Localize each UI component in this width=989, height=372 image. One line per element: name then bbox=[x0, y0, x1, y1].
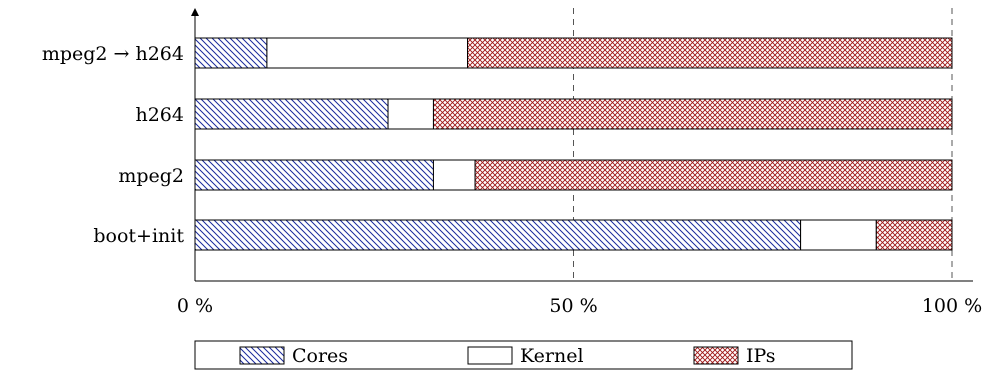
bar-segment-ips-h264 bbox=[432, 98, 953, 130]
legend-swatch-ips bbox=[693, 346, 739, 365]
bar-segment-ips-boot-init bbox=[875, 219, 953, 251]
bar-segment-ips-mpeg2 bbox=[474, 159, 953, 191]
category-label-boot-init: boot+init bbox=[93, 225, 184, 247]
category-label-mpeg2-h264: mpeg2 → h264 bbox=[42, 43, 184, 65]
legend-label-kernel: Kernel bbox=[520, 345, 584, 367]
legend-swatch-kernel bbox=[467, 346, 513, 365]
axes bbox=[191, 8, 973, 282]
bar-segment-cores-h264 bbox=[194, 98, 389, 130]
bar-segment-cores-mpeg2 bbox=[194, 159, 434, 191]
bar-segment-cores-boot-init bbox=[194, 219, 802, 251]
tick-label-100: 100 % bbox=[922, 295, 982, 317]
category-label-mpeg2: mpeg2 bbox=[118, 165, 184, 187]
legend-label-ips: IPs bbox=[746, 345, 776, 367]
category-labels: mpeg2 → h264 h264 mpeg2 boot+init bbox=[42, 43, 185, 247]
bar-segment-kernel-mpeg2 bbox=[432, 159, 476, 191]
legend-swatch-cores bbox=[239, 346, 285, 365]
bar-segment-kernel-mpeg2-h264 bbox=[266, 37, 469, 69]
bar-segment-kernel-h264 bbox=[387, 98, 434, 130]
legend-label-cores: Cores bbox=[292, 345, 348, 367]
tick-label-50: 50 % bbox=[549, 295, 597, 317]
legend: Cores Kernel IPs bbox=[194, 340, 853, 370]
bar-segment-cores-mpeg2-h264 bbox=[194, 37, 268, 69]
bar-segment-kernel-boot-init bbox=[800, 219, 877, 251]
tick-labels: 0 % 50 % 100 % bbox=[177, 295, 982, 317]
bars bbox=[194, 37, 953, 251]
category-label-h264: h264 bbox=[135, 104, 184, 126]
bar-segment-ips-mpeg2-h264 bbox=[467, 37, 953, 69]
legend-box bbox=[194, 340, 853, 370]
tick-label-0: 0 % bbox=[177, 295, 213, 317]
